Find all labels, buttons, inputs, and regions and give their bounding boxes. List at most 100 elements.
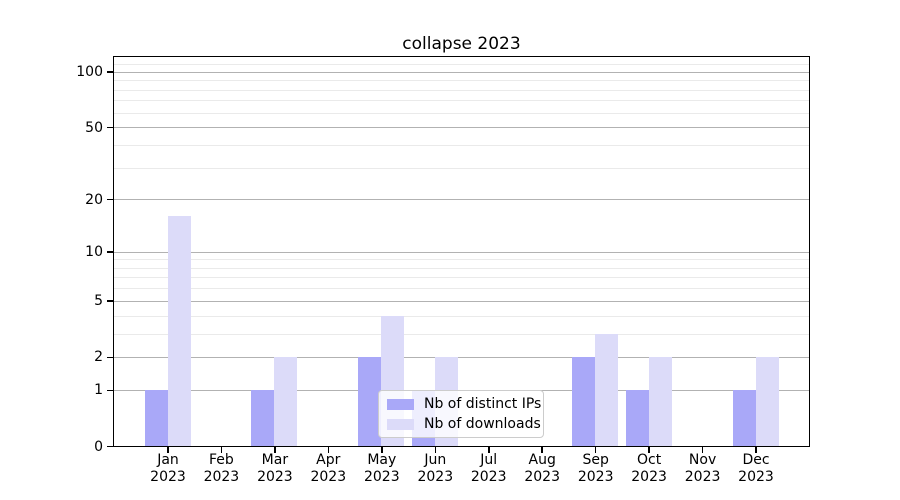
y-tick-label: 0 [94,438,103,455]
major-gridline [114,300,809,302]
x-tick-label: Nov 2023 [668,452,738,486]
chart-title: collapse 2023 [402,34,521,54]
minor-gridline [114,267,809,269]
x-tick-year: 2023 [524,469,560,485]
legend: Nb of distinct IPs Nb of downloads [378,390,544,438]
x-tick-label: Aug 2023 [507,452,577,486]
x-axis-tick [701,447,704,453]
bar-downloads [595,333,619,446]
minor-gridline [114,89,809,91]
x-tick-label: Jan 2023 [133,452,203,486]
minor-gridline [114,315,809,317]
legend-item: Nb of downloads [379,414,543,434]
x-axis-tick [220,447,223,453]
y-tick-label: 5 [94,293,103,310]
minor-gridline [114,167,809,169]
minor-gridline [114,277,809,279]
major-gridline [114,356,809,358]
minor-gridline [114,80,809,82]
y-tick-label: 10 [85,244,103,260]
bar-distinct-ips [572,356,596,446]
bar-distinct-ips [144,389,168,446]
x-tick-label: Apr 2023 [293,452,363,486]
x-tick-month: May [367,452,397,468]
x-tick-month: Mar [261,452,289,468]
y-axis-tick [107,71,113,73]
x-tick-year: 2023 [684,469,721,485]
x-tick-label: Feb 2023 [186,452,256,486]
x-tick-label: Dec 2023 [721,452,791,486]
y-tick-label: 1 [94,382,103,399]
minor-gridline [114,144,809,146]
x-tick-year: 2023 [203,469,240,485]
minor-gridline [114,259,809,261]
x-axis-tick [541,447,543,453]
y-tick-label: 50 [85,119,103,136]
x-tick-month: Nov [688,452,717,468]
x-axis-tick [434,447,436,453]
y-axis-tick [107,300,113,302]
y-tick-label: 20 [85,191,103,208]
y-axis-tick [107,389,113,391]
x-tick-month: Oct [636,452,662,468]
x-tick-year: 2023 [470,469,507,485]
x-tick-year: 2023 [150,469,186,485]
x-tick-year: 2023 [363,469,400,485]
x-axis-tick [167,447,169,453]
x-axis-tick [648,447,650,453]
x-tick-label: Jul 2023 [454,452,524,486]
legend-item: Nb of distinct IPs [379,394,543,414]
x-axis-tick [274,447,276,453]
x-tick-month: Jan [157,452,179,468]
plot-area [113,56,810,447]
bar-distinct-ips [625,389,649,446]
y-axis-tick [107,251,113,253]
bar-distinct-ips [358,356,382,446]
x-tick-year: 2023 [257,469,293,485]
legend-label: Nb of downloads [424,416,541,432]
y-tick-label: 100 [76,64,103,81]
x-tick-month: Apr [316,452,341,468]
x-axis-tick [755,447,757,453]
x-tick-label: Oct 2023 [614,452,684,486]
x-tick-year: 2023 [417,469,454,485]
bar-downloads [274,356,298,446]
minor-gridline [114,288,809,290]
y-tick-label: 2 [94,349,103,366]
x-axis-tick [381,447,383,453]
x-tick-month: Sep [582,452,609,468]
x-tick-year: 2023 [310,469,347,485]
x-tick-label: Jun 2023 [400,452,470,486]
x-tick-month: Aug [528,452,556,468]
minor-gridline [114,112,809,114]
legend-label: Nb of distinct IPs [424,396,542,412]
bar-downloads [167,216,191,446]
minor-gridline [114,333,809,335]
bar-distinct-ips [251,389,275,446]
bar-distinct-ips [732,389,756,446]
major-gridline [114,127,809,129]
minor-gridline [114,64,809,65]
y-axis-tick [107,126,113,129]
minor-gridline [114,100,809,102]
bar-downloads [755,356,779,446]
x-tick-month: Feb [208,452,234,468]
x-tick-label: Mar 2023 [240,452,310,486]
x-tick-label: Sep 2023 [561,452,631,486]
x-tick-year: 2023 [631,469,667,485]
x-tick-year: 2023 [577,469,614,485]
major-gridline [114,71,809,73]
x-axis-tick [488,447,490,453]
y-axis-tick [107,198,113,201]
x-tick-month: Dec [742,452,770,468]
major-gridline [114,199,809,201]
y-axis-tick [107,356,113,359]
y-axis-tick [107,445,113,448]
x-tick-month: Jul [480,452,498,468]
legend-swatch [387,398,414,410]
bar-downloads [648,356,672,446]
major-gridline [114,251,809,253]
legend-swatch [387,418,414,430]
x-tick-month: Jun [424,452,447,468]
